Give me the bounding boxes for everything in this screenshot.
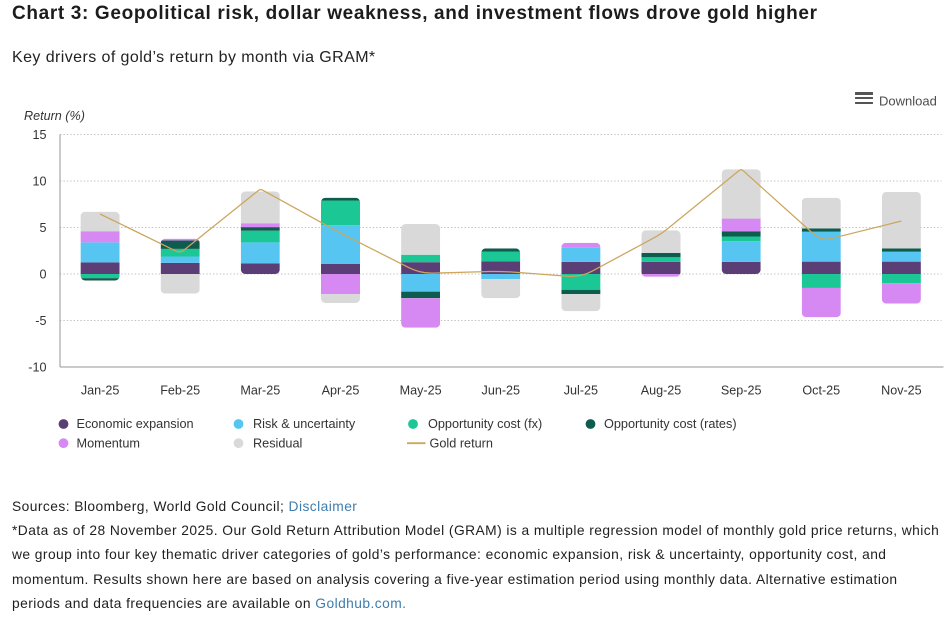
svg-text:Jul-25: Jul-25 <box>564 383 598 397</box>
svg-text:Mar-25: Mar-25 <box>240 383 280 397</box>
svg-text:Momentum: Momentum <box>77 436 140 450</box>
svg-text:Opportunity cost (fx): Opportunity cost (fx) <box>428 417 542 431</box>
svg-text:Opportunity cost (rates): Opportunity cost (rates) <box>604 417 737 431</box>
svg-text:May-25: May-25 <box>400 383 442 397</box>
svg-text:Gold return: Gold return <box>430 436 493 450</box>
svg-text:15: 15 <box>32 128 46 142</box>
svg-text:Oct-25: Oct-25 <box>802 383 840 397</box>
svg-text:0: 0 <box>39 267 46 281</box>
svg-text:Risk & uncertainty: Risk & uncertainty <box>253 417 356 431</box>
svg-text:Residual: Residual <box>253 436 302 450</box>
svg-text:Economic expansion: Economic expansion <box>77 417 194 431</box>
svg-text:Jun-25: Jun-25 <box>482 383 521 397</box>
svg-text:Feb-25: Feb-25 <box>160 383 200 397</box>
svg-text:Apr-25: Apr-25 <box>322 383 360 397</box>
svg-text:5: 5 <box>39 221 46 235</box>
svg-text:-5: -5 <box>35 314 46 328</box>
svg-text:Jan-25: Jan-25 <box>81 383 120 397</box>
svg-text:Aug-25: Aug-25 <box>641 383 682 397</box>
svg-text:-10: -10 <box>28 360 46 374</box>
svg-text:Nov-25: Nov-25 <box>881 383 922 397</box>
svg-text:10: 10 <box>32 174 46 188</box>
svg-text:Sep-25: Sep-25 <box>721 383 762 397</box>
